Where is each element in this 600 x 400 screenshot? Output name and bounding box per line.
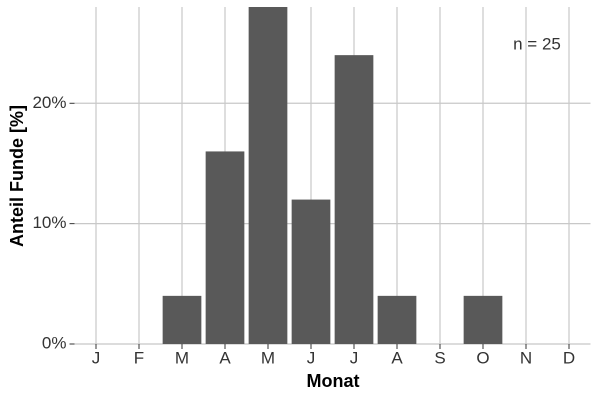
y-tick-label: 20% [32, 93, 66, 112]
bar [291, 199, 331, 344]
x-tick-label: A [219, 348, 231, 367]
annotation: n = 25 [513, 34, 561, 53]
x-tick-label: N [520, 348, 532, 367]
y-tick-label: 0% [42, 333, 67, 352]
bar [205, 151, 245, 344]
grid [74, 7, 591, 345]
bar [463, 295, 503, 344]
bars [162, 7, 503, 345]
bar [248, 7, 288, 344]
y-axis-title: Anteil Funde [%] [7, 105, 27, 247]
x-tick-label: O [476, 348, 489, 367]
bar [334, 55, 374, 345]
x-tick-label: J [307, 348, 316, 367]
x-tick-label: D [563, 348, 575, 367]
y-tick-label: 10% [32, 213, 66, 232]
x-tick-label: S [434, 348, 445, 367]
x-tick-label: F [134, 348, 144, 367]
bar [162, 295, 202, 344]
x-tick-label: A [391, 348, 403, 367]
x-tick-label: M [175, 348, 189, 367]
x-tick-label: M [261, 348, 275, 367]
bar [377, 295, 417, 344]
x-tick-label: J [350, 348, 359, 367]
x-axis-title: Monat [307, 371, 360, 391]
x-tick-label: J [92, 348, 101, 367]
